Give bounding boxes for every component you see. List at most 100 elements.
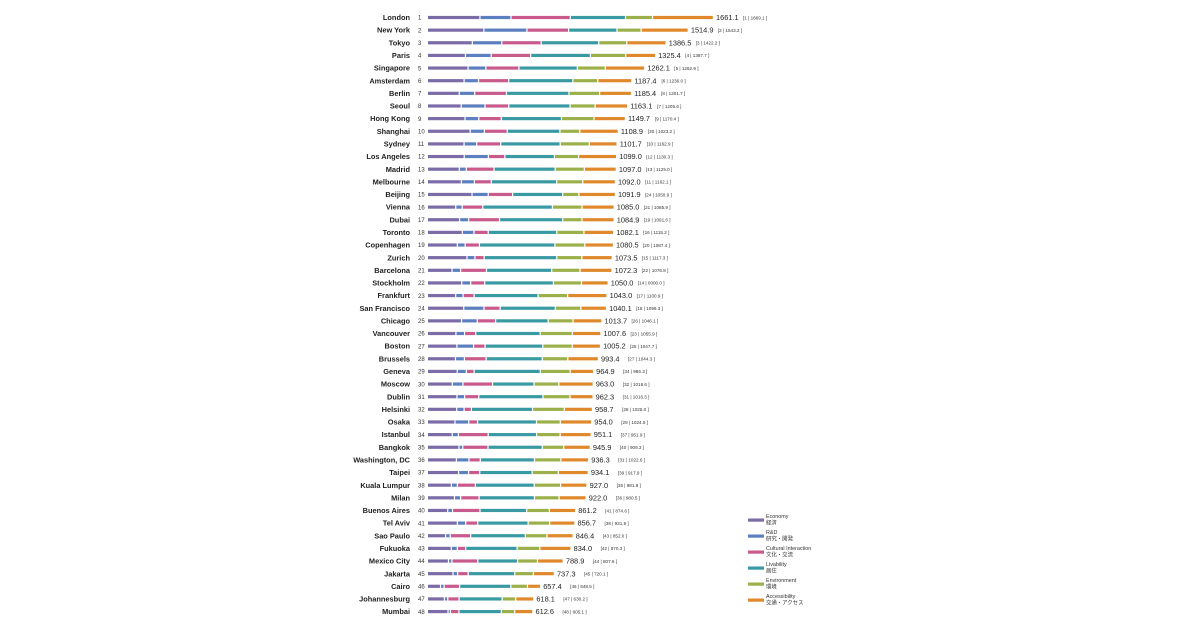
bar-segment-economy — [428, 104, 461, 108]
bar-segment-accessibility — [570, 395, 593, 399]
bar-segment-economy — [428, 584, 440, 588]
bar-segment-accessibility — [560, 433, 591, 437]
city-label: Washington, DC — [353, 456, 410, 465]
bar-segment-accessibility — [600, 91, 631, 95]
bar-segment-economy — [428, 559, 448, 563]
bar-segment-accessibility — [582, 256, 612, 260]
bar-segment-accessibility — [572, 344, 600, 348]
bar-segment-livability — [507, 91, 569, 95]
previous-rank-score-label: [14 | 0000.0 ] — [638, 281, 665, 286]
rank-label: 48 — [418, 610, 425, 616]
bar-segment-accessibility — [558, 470, 588, 475]
previous-rank-score-label: [34 | 986.3 ] — [623, 369, 647, 374]
bar-segment-economy — [428, 15, 480, 20]
bar-segment-accessibility — [653, 15, 713, 20]
bar-segment-livability — [519, 66, 577, 70]
city-row: Sydney 11 1101.7 [10 | 1162.9 ] — [384, 140, 673, 149]
bar-segment-accessibility — [538, 559, 563, 563]
bar-segment-cultural — [444, 584, 459, 588]
previous-rank-score-label: [10 | 1162.9 ] — [647, 142, 673, 147]
bar-segment-livability — [541, 41, 599, 45]
bar-segment-economy — [428, 41, 472, 45]
city-label: Beijing — [385, 190, 410, 199]
city-row: Fukuoka 43 834.0 [42 | 870.3 ] — [380, 544, 625, 553]
city-row: Osaka 33 954.0 [29 | 1024.5 ] — [388, 418, 648, 427]
bar-segment-cultural — [527, 28, 568, 32]
bar-segment-rd — [464, 142, 477, 146]
bar-segment-livability — [480, 470, 532, 475]
city-row: Shanghai 10 1108.9 [30 | 1023.2 ] — [377, 127, 675, 136]
total-score-label: 1185.4 — [634, 89, 656, 98]
previous-rank-score-label: [16 | 1115.2 ] — [643, 230, 669, 235]
city-row: Hong Kong 9 1149.7 [9 | 1170.4 ] — [370, 114, 679, 123]
bar-segment-rd — [457, 395, 465, 399]
bar-segment-environment — [617, 28, 641, 32]
bar-segment-economy — [428, 445, 459, 449]
city-row: Milan 39 922.0 [36 | 980.5 ] — [391, 493, 640, 502]
bar-segment-accessibility — [582, 205, 614, 209]
city-row: London 1 1661.1 [1 | 1669.1 ] — [383, 13, 767, 22]
bar-segment-accessibility — [580, 129, 618, 133]
bar-segment-rd — [446, 534, 450, 538]
total-score-label: 1072.3 — [615, 266, 638, 275]
city-label: New York — [377, 26, 411, 35]
bar-segment-cultural — [465, 243, 479, 247]
total-score-label: 861.2 — [578, 506, 597, 515]
rank-label: 7 — [418, 92, 422, 98]
rank-label: 10 — [418, 129, 425, 135]
bar-segment-rd — [452, 268, 461, 272]
bar-segment-livability — [480, 458, 534, 462]
city-row: Stockholm 22 1050.0 [14 | 0000.0 ] — [372, 279, 664, 288]
city-label: Dubai — [389, 215, 410, 224]
bar-segment-economy — [428, 180, 461, 184]
rank-label: 1 — [418, 16, 422, 22]
legend-label-en: Accessibility — [766, 594, 796, 600]
bar-segment-rd — [453, 572, 458, 576]
city-label: Cairo — [391, 582, 410, 591]
bar-segment-environment — [554, 154, 578, 159]
bar-segment-environment — [560, 142, 589, 146]
bar-segment-accessibility — [582, 281, 608, 285]
bar-segment-livability — [478, 521, 528, 525]
bar-segment-economy — [428, 521, 457, 525]
previous-rank-score-label: [3 | 1422.2 ] — [696, 41, 720, 46]
bar-segment-economy — [428, 293, 456, 298]
bar-segment-livability — [491, 180, 557, 184]
bar-segment-rd — [462, 230, 474, 234]
previous-rank-score-label: [19 | 1091.6 ] — [644, 218, 671, 223]
total-score-label: 737.3 — [557, 569, 576, 578]
bar-segment-livability — [486, 357, 542, 361]
bar-segment-cultural — [465, 395, 479, 399]
rank-label: 39 — [418, 496, 425, 502]
bar-segment-rd — [465, 117, 479, 121]
city-row: Paris 4 1325.4 [4 | 1387.7 ] — [392, 51, 709, 60]
bar-segment-rd — [455, 420, 469, 424]
bar-segment-livability — [478, 559, 517, 563]
city-row: Sao Paulo 42 846.4 [43 | 852.0 ] — [374, 531, 627, 540]
city-label: Istanbul — [382, 430, 410, 439]
legend-label-jp: 環境 — [766, 583, 777, 591]
city-row: Boston 27 1005.2 [25 | 1047.7 ] — [385, 342, 657, 351]
bar-segment-accessibility — [584, 230, 614, 234]
previous-rank-score-label: [18 | 1099.3 ] — [636, 306, 663, 311]
bar-segment-economy — [428, 91, 459, 95]
total-score-label: 1661.1 — [716, 13, 739, 22]
city-label: Tokyo — [389, 38, 411, 47]
city-label: Singapore — [374, 64, 410, 73]
bar-segment-accessibility — [547, 534, 573, 538]
bar-segment-environment — [560, 129, 580, 133]
previous-rank-score-label: [39 | 917.9 ] — [618, 470, 642, 475]
bar-segment-cultural — [452, 559, 478, 563]
bar-segment-economy — [428, 268, 452, 272]
bar-segment-economy — [428, 319, 461, 323]
total-score-label: 964.9 — [596, 367, 615, 376]
bar-segment-cultural — [463, 445, 488, 449]
total-score-label: 945.9 — [593, 443, 612, 452]
legend-label-jp: 経済 — [766, 519, 777, 527]
previous-rank-score-label: [27 | 1044.3 ] — [628, 357, 655, 362]
rank-label: 19 — [418, 243, 425, 249]
total-score-label: 934.1 — [591, 468, 610, 477]
city-label: Moscow — [381, 380, 410, 389]
rank-label: 22 — [418, 281, 425, 287]
